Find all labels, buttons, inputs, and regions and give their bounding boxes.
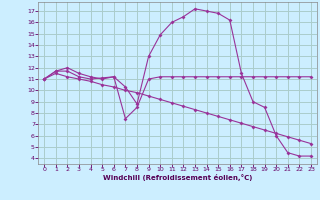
X-axis label: Windchill (Refroidissement éolien,°C): Windchill (Refroidissement éolien,°C) <box>103 174 252 181</box>
